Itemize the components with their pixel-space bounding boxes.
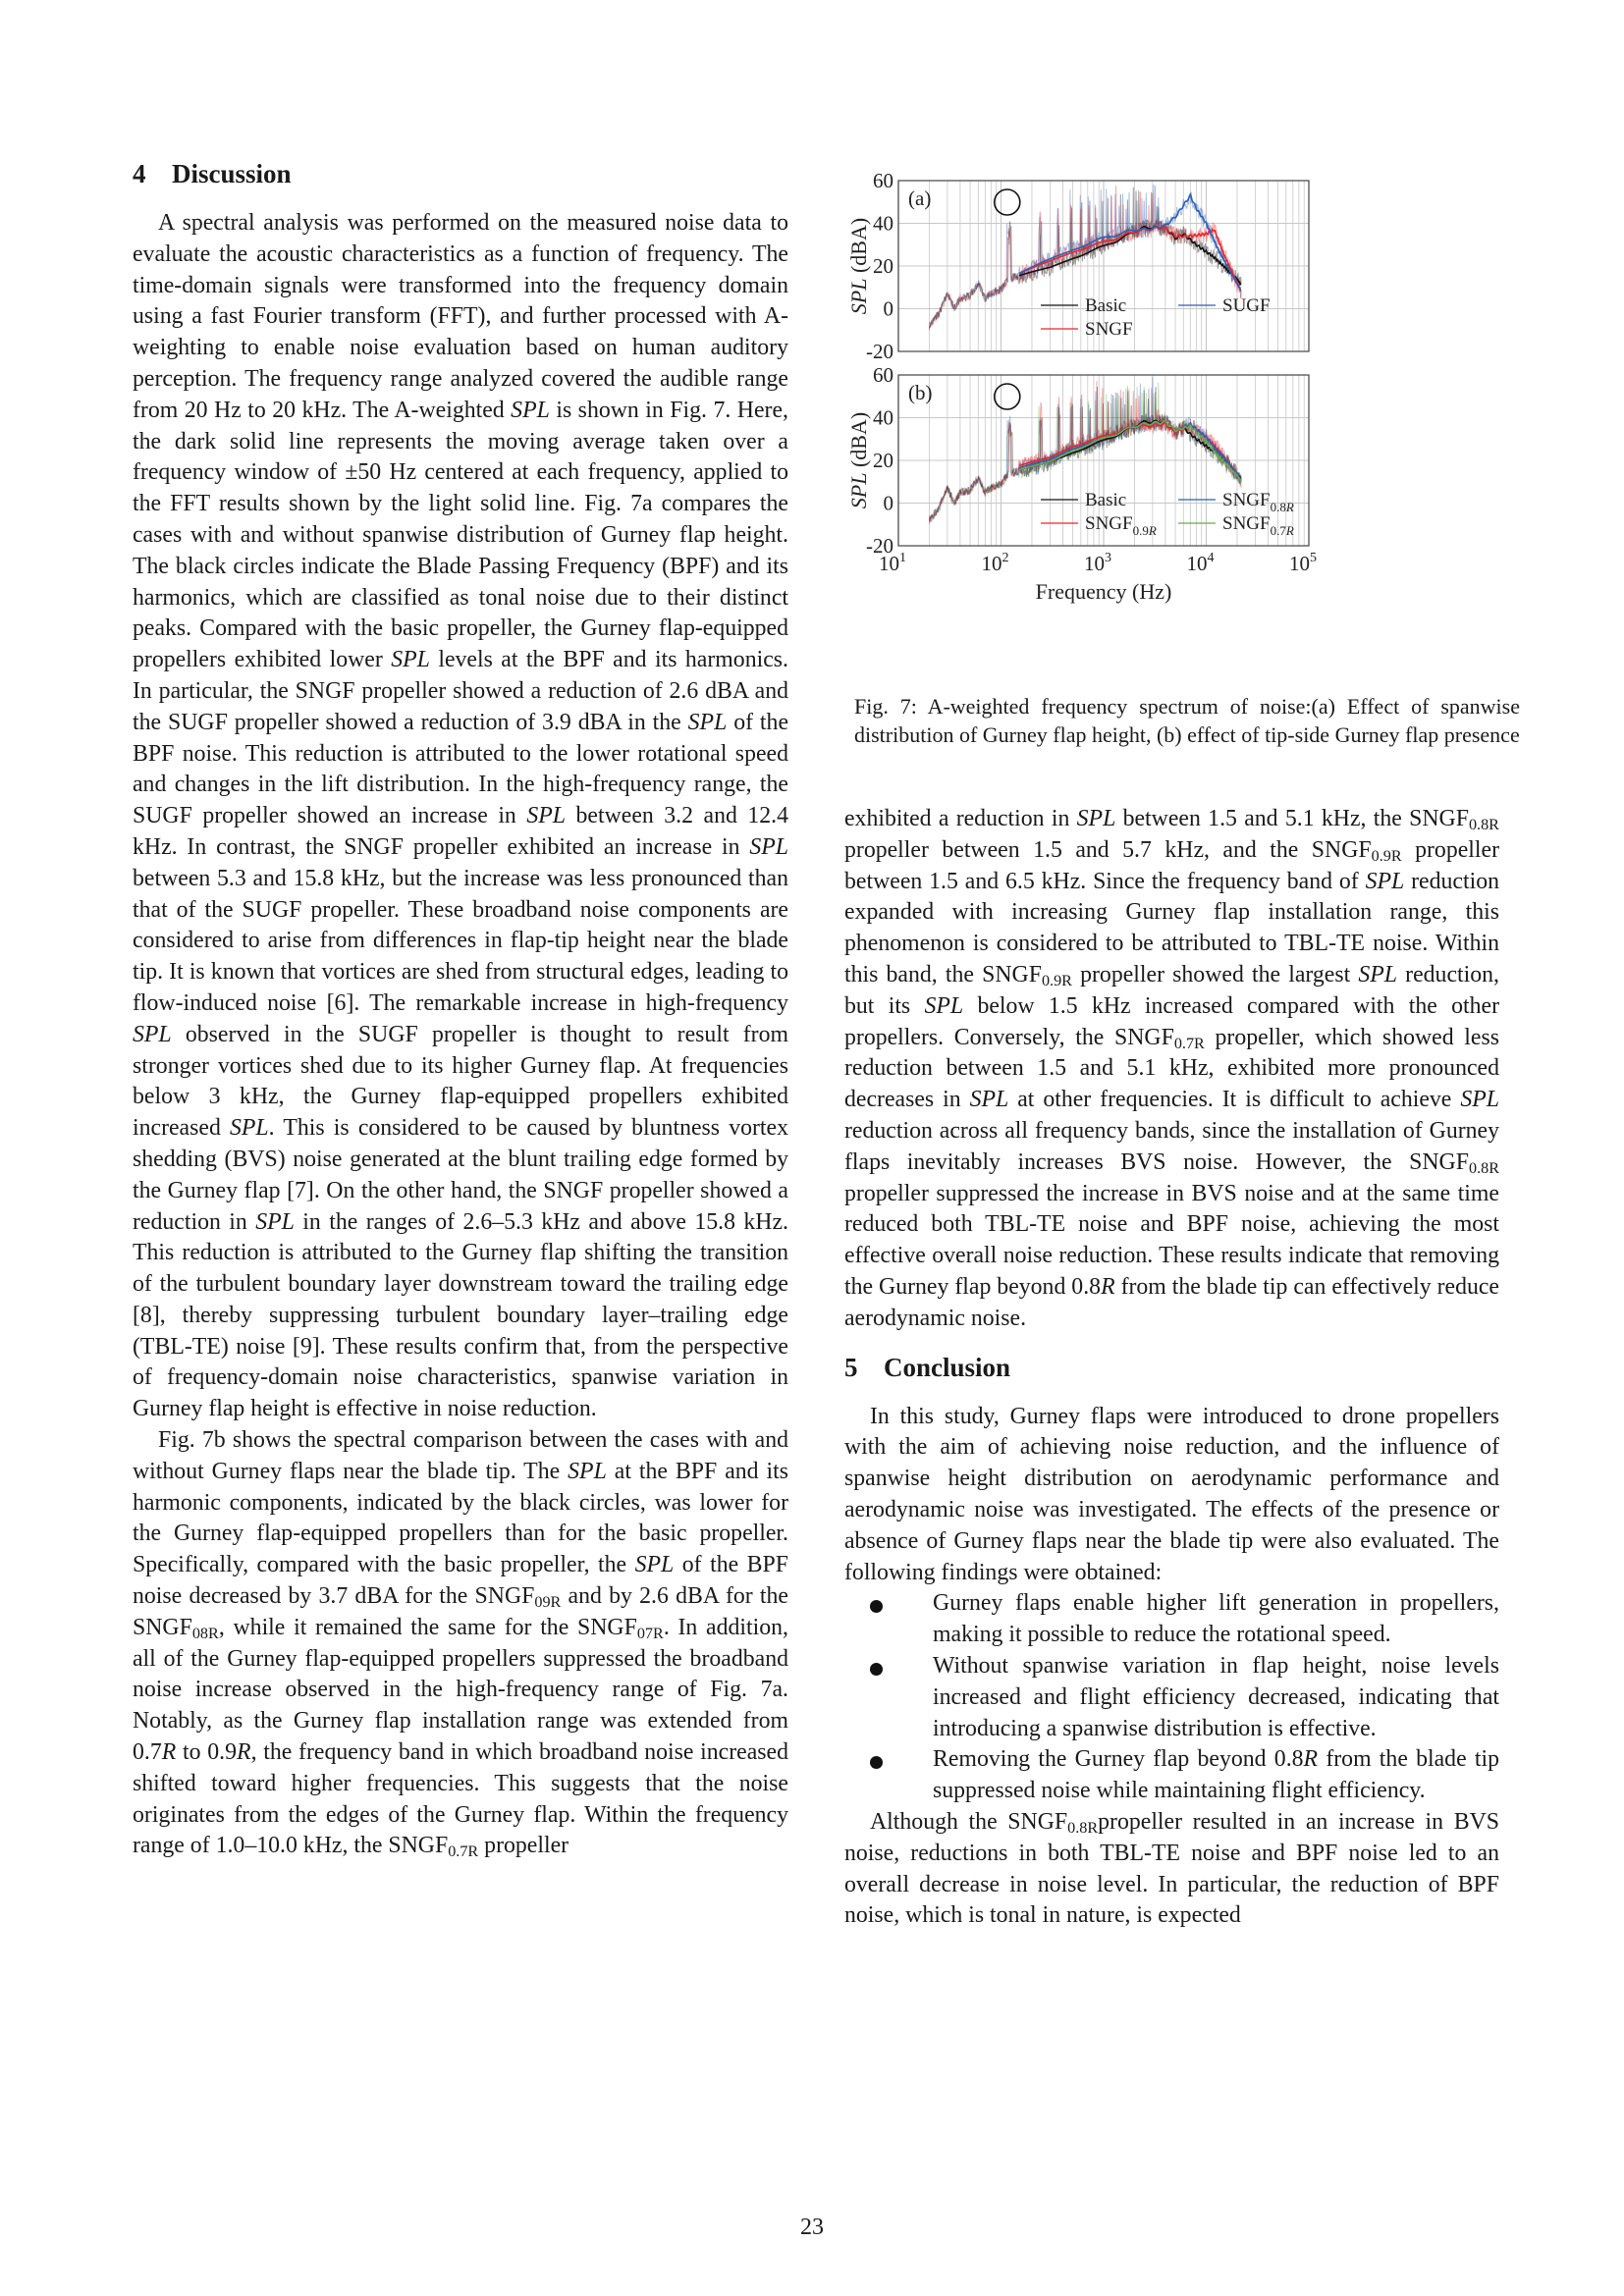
legend-label: SNGF0.8R [1222,490,1294,514]
legend-label: SNGF0.7R [1222,513,1294,538]
plot-frame [897,374,1310,547]
legend-label: SUGF [1222,295,1271,316]
list-item: Gurney flaps enable higher lift generati… [844,1588,1499,1651]
y-tick-label: 60 [873,363,893,387]
section-title: Conclusion [884,1352,1011,1382]
bullet-icon [870,1600,883,1614]
subscript: 07R [636,1625,664,1642]
italic-term: R [237,1739,251,1766]
panel-label: (b) [908,381,933,404]
subscript: 0.8R [1468,817,1499,834]
right-column: exhibited a reduction in SPL between 1.5… [844,804,1499,1932]
paragraph: In this study, Gurney flaps were introdu… [844,1403,1499,1585]
bpf-circle-marker [993,383,1021,410]
paragraph: exhibited a reduction in SPL between 1.5… [844,806,1500,1331]
section-title: Discussion [172,159,292,188]
italic-term: SPL [969,1087,1009,1113]
x-tick-label: 102 [982,551,1009,575]
italic-term: SPL [526,803,566,829]
y-tick-label: 20 [873,254,893,278]
subscript: 0.7R [1173,1035,1205,1052]
x-tick-label: 103 [1084,551,1111,575]
conclusion-heading: 5 Conclusion [844,1351,1499,1384]
series-line-sugf [1018,191,1242,292]
y-tick-label: 40 [873,212,893,236]
list-item: Without spanwise variation in flap heigh… [844,1651,1499,1744]
figure-caption: Fig. 7: A-weighted frequency spectrum of… [854,694,1520,747]
subscript: 0.9R [1041,973,1072,990]
list-item: Removing the Gurney flap beyond 0.8R fro… [844,1744,1499,1807]
y-tick-label: -20 [866,534,893,558]
y-tick-label: 0 [884,492,894,515]
plot-frame [897,180,1310,352]
paragraph: Fig. 7b shows the spectral comparison be… [133,1427,788,1861]
subscript: 0.8R [1067,1819,1099,1837]
italic-term: SPL [924,992,964,1019]
italic-term: SPL [1358,961,1398,988]
subscript: 09R [534,1594,562,1612]
italic-term: SPL [511,397,550,423]
subscript: 0.7R [448,1843,479,1861]
italic-term: SPL [634,1552,675,1578]
bpf-circle-marker [993,188,1021,216]
italic-term: SPL [1460,1087,1499,1113]
italic-term: R [1303,1746,1319,1773]
list-item-text: Gurney flaps enable higher lift generati… [933,1590,1499,1648]
findings-list: Gurney flaps enable higher lift generati… [844,1588,1499,1807]
bullet-icon [870,1662,883,1676]
legend-label: SNGF0.9R [1085,513,1157,538]
list-item-text: Without spanwise variation in flap heigh… [933,1652,1499,1741]
figure-7-chart: 60 40 20 0 -20 (a) SPL (dBA) Basic SNGF SUGF 60 40 2… [846,169,1317,604]
chart-panel-a: 60 40 20 0 -20 (a) SPL (dBA) Basic SNGF SUGF [846,169,1310,363]
y-tick-label: 20 [873,449,893,472]
light-trace-sngf-0.9R [929,381,1242,523]
section-number: 5 [844,1352,858,1382]
y-tick-label: 60 [873,169,893,192]
italic-term: SPL [749,833,788,860]
chart-panel-b: 60 40 20 0 -20 (b) SPL (dBA) Basic SNGF0.9R SNGF0… [846,363,1317,604]
series-line-sngf [1018,225,1242,292]
italic-term: SPL [230,1115,269,1142]
x-tick-label: 101 [879,551,906,575]
discussion-heading: 4 Discussion [133,157,292,190]
section-number: 4 [133,159,146,188]
italic-term: SPL [687,709,728,735]
italic-term: SPL [1076,806,1116,831]
paragraph: Although the SNGF0.8Rpropeller resulted … [844,1808,1499,1929]
series-line-sngf-0.7R [1018,419,1242,482]
light-trace-sngf-0.8R [929,376,1242,524]
italic-term: SPL [1365,868,1405,894]
y-tick-label: -20 [866,340,893,363]
discussion-left-column: A spectral analysis was performed on the… [133,208,788,1862]
x-axis-label: Frequency (Hz) [1036,579,1172,604]
paragraph: A spectral analysis was performed on the… [133,210,789,1422]
bullet-icon [870,1756,883,1770]
italic-term: R [1101,1273,1115,1300]
subscript: 08R [191,1625,219,1642]
subscript: 0.9R [1371,847,1402,865]
subscript: 0.8R [1468,1159,1499,1177]
italic-term: SPL [391,647,430,673]
y-tick-label: 40 [873,406,893,430]
list-item-text: Removing the Gurney flap beyond 0.8R fro… [933,1746,1499,1804]
italic-term: R [161,1739,177,1766]
page-number: 23 [800,2215,824,2240]
x-tick-label: 105 [1289,551,1317,575]
legend-label: SNGF [1085,319,1133,340]
legend-label: Basic [1085,295,1126,316]
x-tick-label: 104 [1187,551,1215,575]
italic-term: SPL [568,1458,607,1484]
italic-term: SPL [133,1021,172,1047]
legend-label: Basic [1085,490,1126,510]
y-axis-label: SPL (dBA) [846,412,871,508]
panel-label: (a) [908,187,931,210]
y-axis-label: SPL (dBA) [846,218,871,314]
y-tick-label: 0 [884,297,894,321]
italic-term: SPL [255,1208,295,1235]
